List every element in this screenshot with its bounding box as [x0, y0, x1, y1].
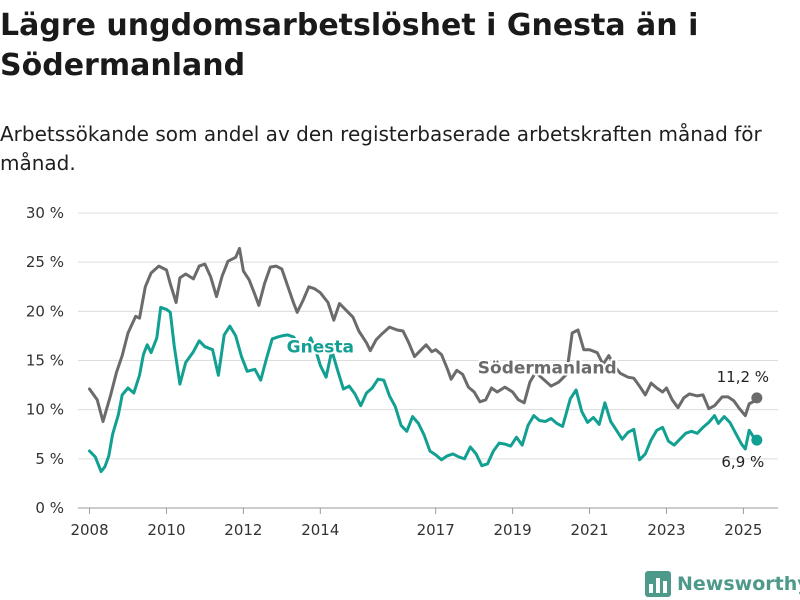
y-tick-label: 25 % [26, 253, 64, 271]
newsworthy-logo: Newsworthy [645, 570, 800, 598]
end-point-s-dermanland [751, 392, 763, 404]
x-tick-label: 2017 [417, 521, 455, 535]
x-tick-label: 2008 [70, 521, 108, 535]
x-tick-label: 2025 [724, 521, 762, 535]
x-tick-label: 2014 [301, 521, 339, 535]
series-line-gnesta [88, 305, 759, 474]
y-tick-label: 30 % [26, 204, 64, 222]
end-value-label-gnesta: 6,9 % [721, 453, 764, 471]
y-tick-label: 20 % [26, 302, 64, 320]
series-lines [88, 246, 763, 474]
brand-name: Newsworthy [677, 573, 800, 595]
series-line-s-dermanland [88, 246, 759, 423]
line-chart: 0 %5 %10 %15 %20 %25 %30 % 2008 2010 2012 2… [26, 204, 778, 535]
end-value-label-s-dermanland: 11,2 % [717, 368, 769, 386]
x-tick-label: 2012 [224, 521, 262, 535]
series-label-s-dermanland: Södermanland [478, 358, 617, 378]
x-tick-label: 2010 [147, 521, 185, 535]
grid-lines [78, 212, 778, 509]
y-tick-label: 10 % [26, 401, 64, 419]
y-tick-label: 0 % [35, 499, 64, 517]
y-tick-label: 5 % [35, 450, 64, 468]
chart-title: Lägre ungdomsarbetslöshet i Gnesta än i … [0, 8, 699, 83]
y-axis-ticks: 0 % 5 % 10 % 15 % 20 % 25 % 30 % [26, 204, 64, 517]
x-tick-label: 2019 [494, 521, 532, 535]
end-point-gnesta [751, 434, 763, 446]
y-tick-label: 15 % [26, 352, 64, 370]
series-labels: 11,2 % 6,9 % Gnesta Södermanland [285, 336, 769, 472]
series-label-gnesta: Gnesta [287, 338, 354, 358]
x-tick-label: 2023 [647, 521, 685, 535]
x-tick-label: 2021 [570, 521, 608, 535]
x-axis-ticks: 2008 2010 2012 2014 2017 2019 2021 2023 2025 [70, 508, 762, 535]
bar-chart-logo-icon [645, 571, 671, 597]
chart-subtitle: Arbetssökande som andel av den registerb… [0, 122, 762, 175]
